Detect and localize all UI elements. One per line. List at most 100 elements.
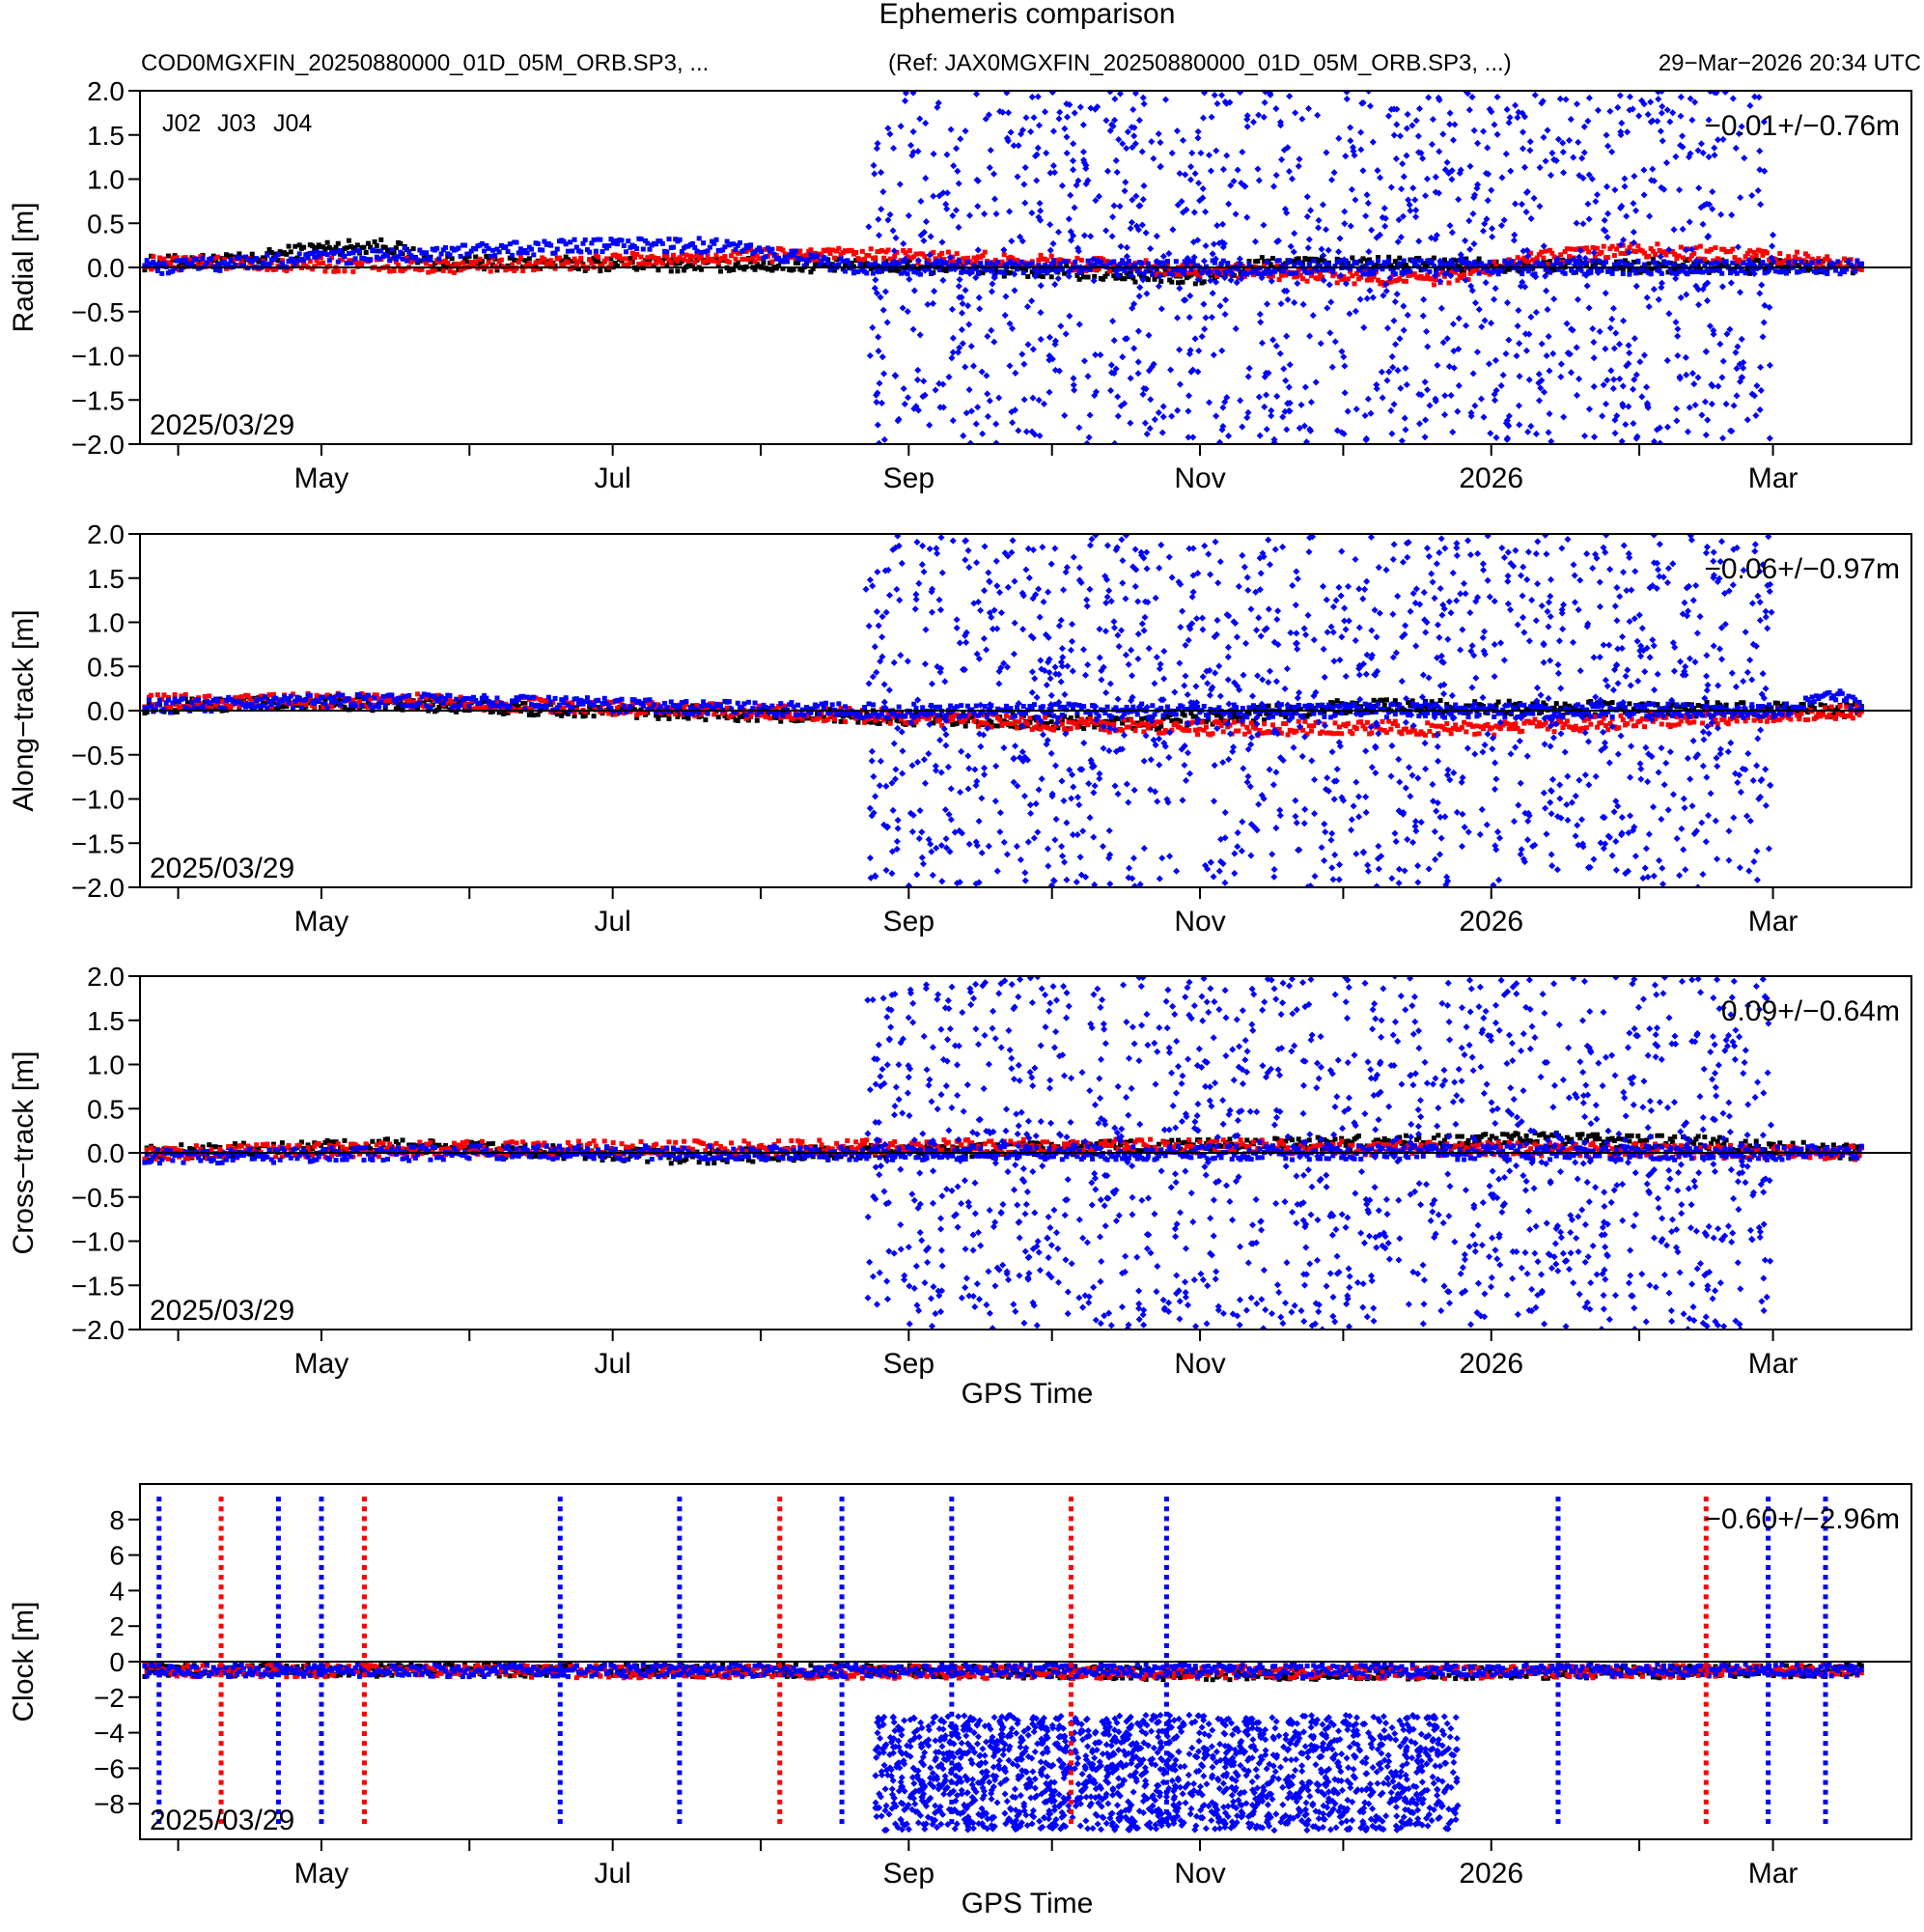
point xyxy=(1390,401,1398,408)
point xyxy=(1646,253,1652,259)
point xyxy=(1644,111,1652,119)
point xyxy=(1752,411,1760,419)
point xyxy=(449,256,455,262)
point xyxy=(873,391,880,399)
point xyxy=(1276,258,1282,264)
point xyxy=(1580,123,1588,130)
point xyxy=(346,251,351,257)
point xyxy=(284,251,290,257)
point xyxy=(279,261,285,266)
point xyxy=(1315,224,1323,232)
point xyxy=(1562,701,1568,707)
point xyxy=(1386,254,1392,260)
point xyxy=(1462,267,1467,273)
point xyxy=(1324,246,1332,254)
point xyxy=(943,189,951,197)
point xyxy=(1571,269,1576,275)
point xyxy=(1085,274,1091,280)
point xyxy=(228,705,234,711)
point xyxy=(995,394,1003,402)
point xyxy=(1295,162,1302,170)
point xyxy=(1579,261,1585,266)
point xyxy=(1754,186,1762,194)
point xyxy=(1807,266,1813,272)
point xyxy=(1716,340,1724,348)
point xyxy=(992,420,1000,428)
point xyxy=(1556,95,1564,102)
point xyxy=(1545,262,1550,267)
point xyxy=(1309,269,1315,275)
point xyxy=(1526,138,1534,146)
point xyxy=(1408,122,1416,129)
point xyxy=(1429,276,1435,282)
point xyxy=(1306,262,1312,267)
point xyxy=(1592,198,1600,206)
point xyxy=(1756,406,1764,413)
point xyxy=(1586,249,1592,255)
point xyxy=(154,692,160,698)
point xyxy=(791,266,796,272)
point xyxy=(1631,267,1636,273)
point xyxy=(1363,294,1371,302)
point xyxy=(179,693,184,699)
point xyxy=(436,256,442,262)
point xyxy=(1481,317,1489,324)
point xyxy=(1098,259,1103,265)
point xyxy=(829,247,835,253)
point xyxy=(1022,428,1030,435)
point xyxy=(1636,358,1644,366)
point xyxy=(533,260,539,266)
point xyxy=(1757,363,1765,371)
point xyxy=(901,97,909,104)
point xyxy=(866,351,874,359)
point xyxy=(1157,139,1164,147)
point xyxy=(1276,277,1282,283)
point xyxy=(849,248,854,254)
point xyxy=(486,245,491,251)
point xyxy=(972,274,980,282)
point xyxy=(322,697,328,703)
point xyxy=(1383,377,1391,384)
point xyxy=(559,713,565,718)
point xyxy=(640,246,646,252)
point xyxy=(1102,273,1108,279)
point xyxy=(808,269,814,275)
point xyxy=(1574,295,1581,303)
point xyxy=(875,333,882,341)
point xyxy=(1097,351,1104,359)
point xyxy=(1699,220,1707,228)
point xyxy=(1503,298,1512,307)
point xyxy=(952,259,958,265)
point xyxy=(864,711,870,716)
point xyxy=(1113,168,1121,176)
point xyxy=(989,719,994,725)
point xyxy=(831,716,837,722)
point xyxy=(1127,375,1134,382)
point xyxy=(524,250,530,256)
point xyxy=(516,704,521,710)
point xyxy=(971,255,977,261)
point xyxy=(1830,262,1836,267)
point xyxy=(1719,357,1727,365)
point xyxy=(878,248,884,254)
point xyxy=(1608,148,1616,155)
point xyxy=(1421,378,1429,386)
point xyxy=(1538,340,1546,348)
point xyxy=(1078,268,1084,274)
point xyxy=(984,261,990,266)
point xyxy=(1048,719,1054,725)
point xyxy=(1124,270,1129,276)
point xyxy=(879,188,887,196)
point xyxy=(1006,362,1014,370)
point xyxy=(1339,276,1345,282)
point xyxy=(1266,703,1271,709)
point xyxy=(1469,210,1477,217)
point xyxy=(1229,270,1235,276)
point xyxy=(1317,263,1323,268)
point xyxy=(855,719,861,725)
point xyxy=(512,702,517,708)
point xyxy=(1578,154,1586,162)
point xyxy=(1328,363,1336,371)
point xyxy=(1748,191,1756,200)
point xyxy=(1134,266,1140,272)
